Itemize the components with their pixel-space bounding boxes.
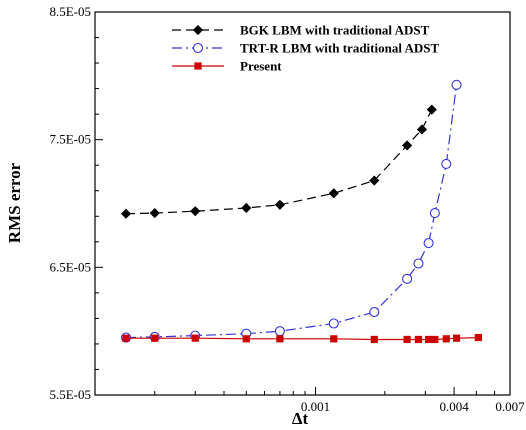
data-point: [191, 334, 199, 342]
data-point: [452, 334, 461, 342]
series-layer: [120, 79, 482, 344]
data-point: [414, 335, 423, 344]
data-point: [474, 333, 482, 342]
legend: BGK LBM with traditional ADST TRT-R LBM w…: [172, 23, 439, 74]
data-point: [431, 335, 439, 344]
data-point: [242, 335, 250, 343]
y-tick-label: 7.5E-05: [49, 132, 91, 147]
data-point: [328, 318, 339, 329]
series-2: [122, 333, 482, 344]
legend-marker: [192, 42, 204, 54]
data-point: [276, 335, 284, 343]
data-point: [274, 326, 285, 337]
data-point: [149, 208, 160, 219]
series-0: [120, 104, 437, 219]
legend-label: BGK LBM with traditional ADST: [240, 23, 430, 38]
data-point: [190, 206, 201, 217]
x-axis-title: Δt: [292, 409, 309, 428]
data-point: [426, 104, 437, 115]
legend-label: TRT-R LBM with traditional ADST: [240, 41, 439, 56]
legend-marker: [192, 24, 204, 36]
legend-marker: [194, 62, 202, 70]
data-point: [328, 188, 339, 199]
data-point: [442, 335, 450, 343]
data-point: [416, 124, 428, 135]
y-axis-title: RMS error: [5, 162, 24, 243]
data-point: [369, 175, 380, 186]
x-axis-ticks: 0.001 0.004 0.007: [154, 387, 525, 414]
x-tick-label: 0.001: [301, 399, 330, 414]
plot-frame: [94, 11, 511, 396]
data-point: [369, 306, 380, 318]
legend-label: Present: [240, 59, 282, 74]
data-point: [370, 335, 378, 344]
data-point: [429, 208, 440, 219]
data-point: [441, 158, 452, 169]
data-point: [423, 238, 434, 249]
series-1: [120, 79, 462, 343]
x-tick-label: 0.007: [495, 399, 525, 414]
series-line: [125, 84, 458, 339]
y-tick-label: 5.5E-05: [49, 387, 91, 402]
data-point: [413, 258, 424, 269]
data-point: [274, 199, 285, 210]
data-point: [451, 79, 462, 90]
data-point: [241, 202, 252, 214]
data-point: [120, 208, 132, 219]
y-axis-ticks: 5.5E-05 6.5E-05 7.5E-05 8.5E-05: [49, 4, 103, 402]
data-point: [151, 334, 159, 342]
data-point: [425, 335, 433, 344]
x-tick-label: 0.004: [439, 399, 469, 414]
y-tick-label: 6.5E-05: [49, 259, 91, 274]
data-point: [402, 140, 413, 151]
data-point: [122, 334, 130, 342]
data-point: [403, 335, 411, 344]
y-tick-label: 8.5E-05: [49, 4, 91, 19]
data-point: [402, 273, 413, 284]
series-line: [125, 109, 433, 215]
data-point: [330, 335, 338, 343]
